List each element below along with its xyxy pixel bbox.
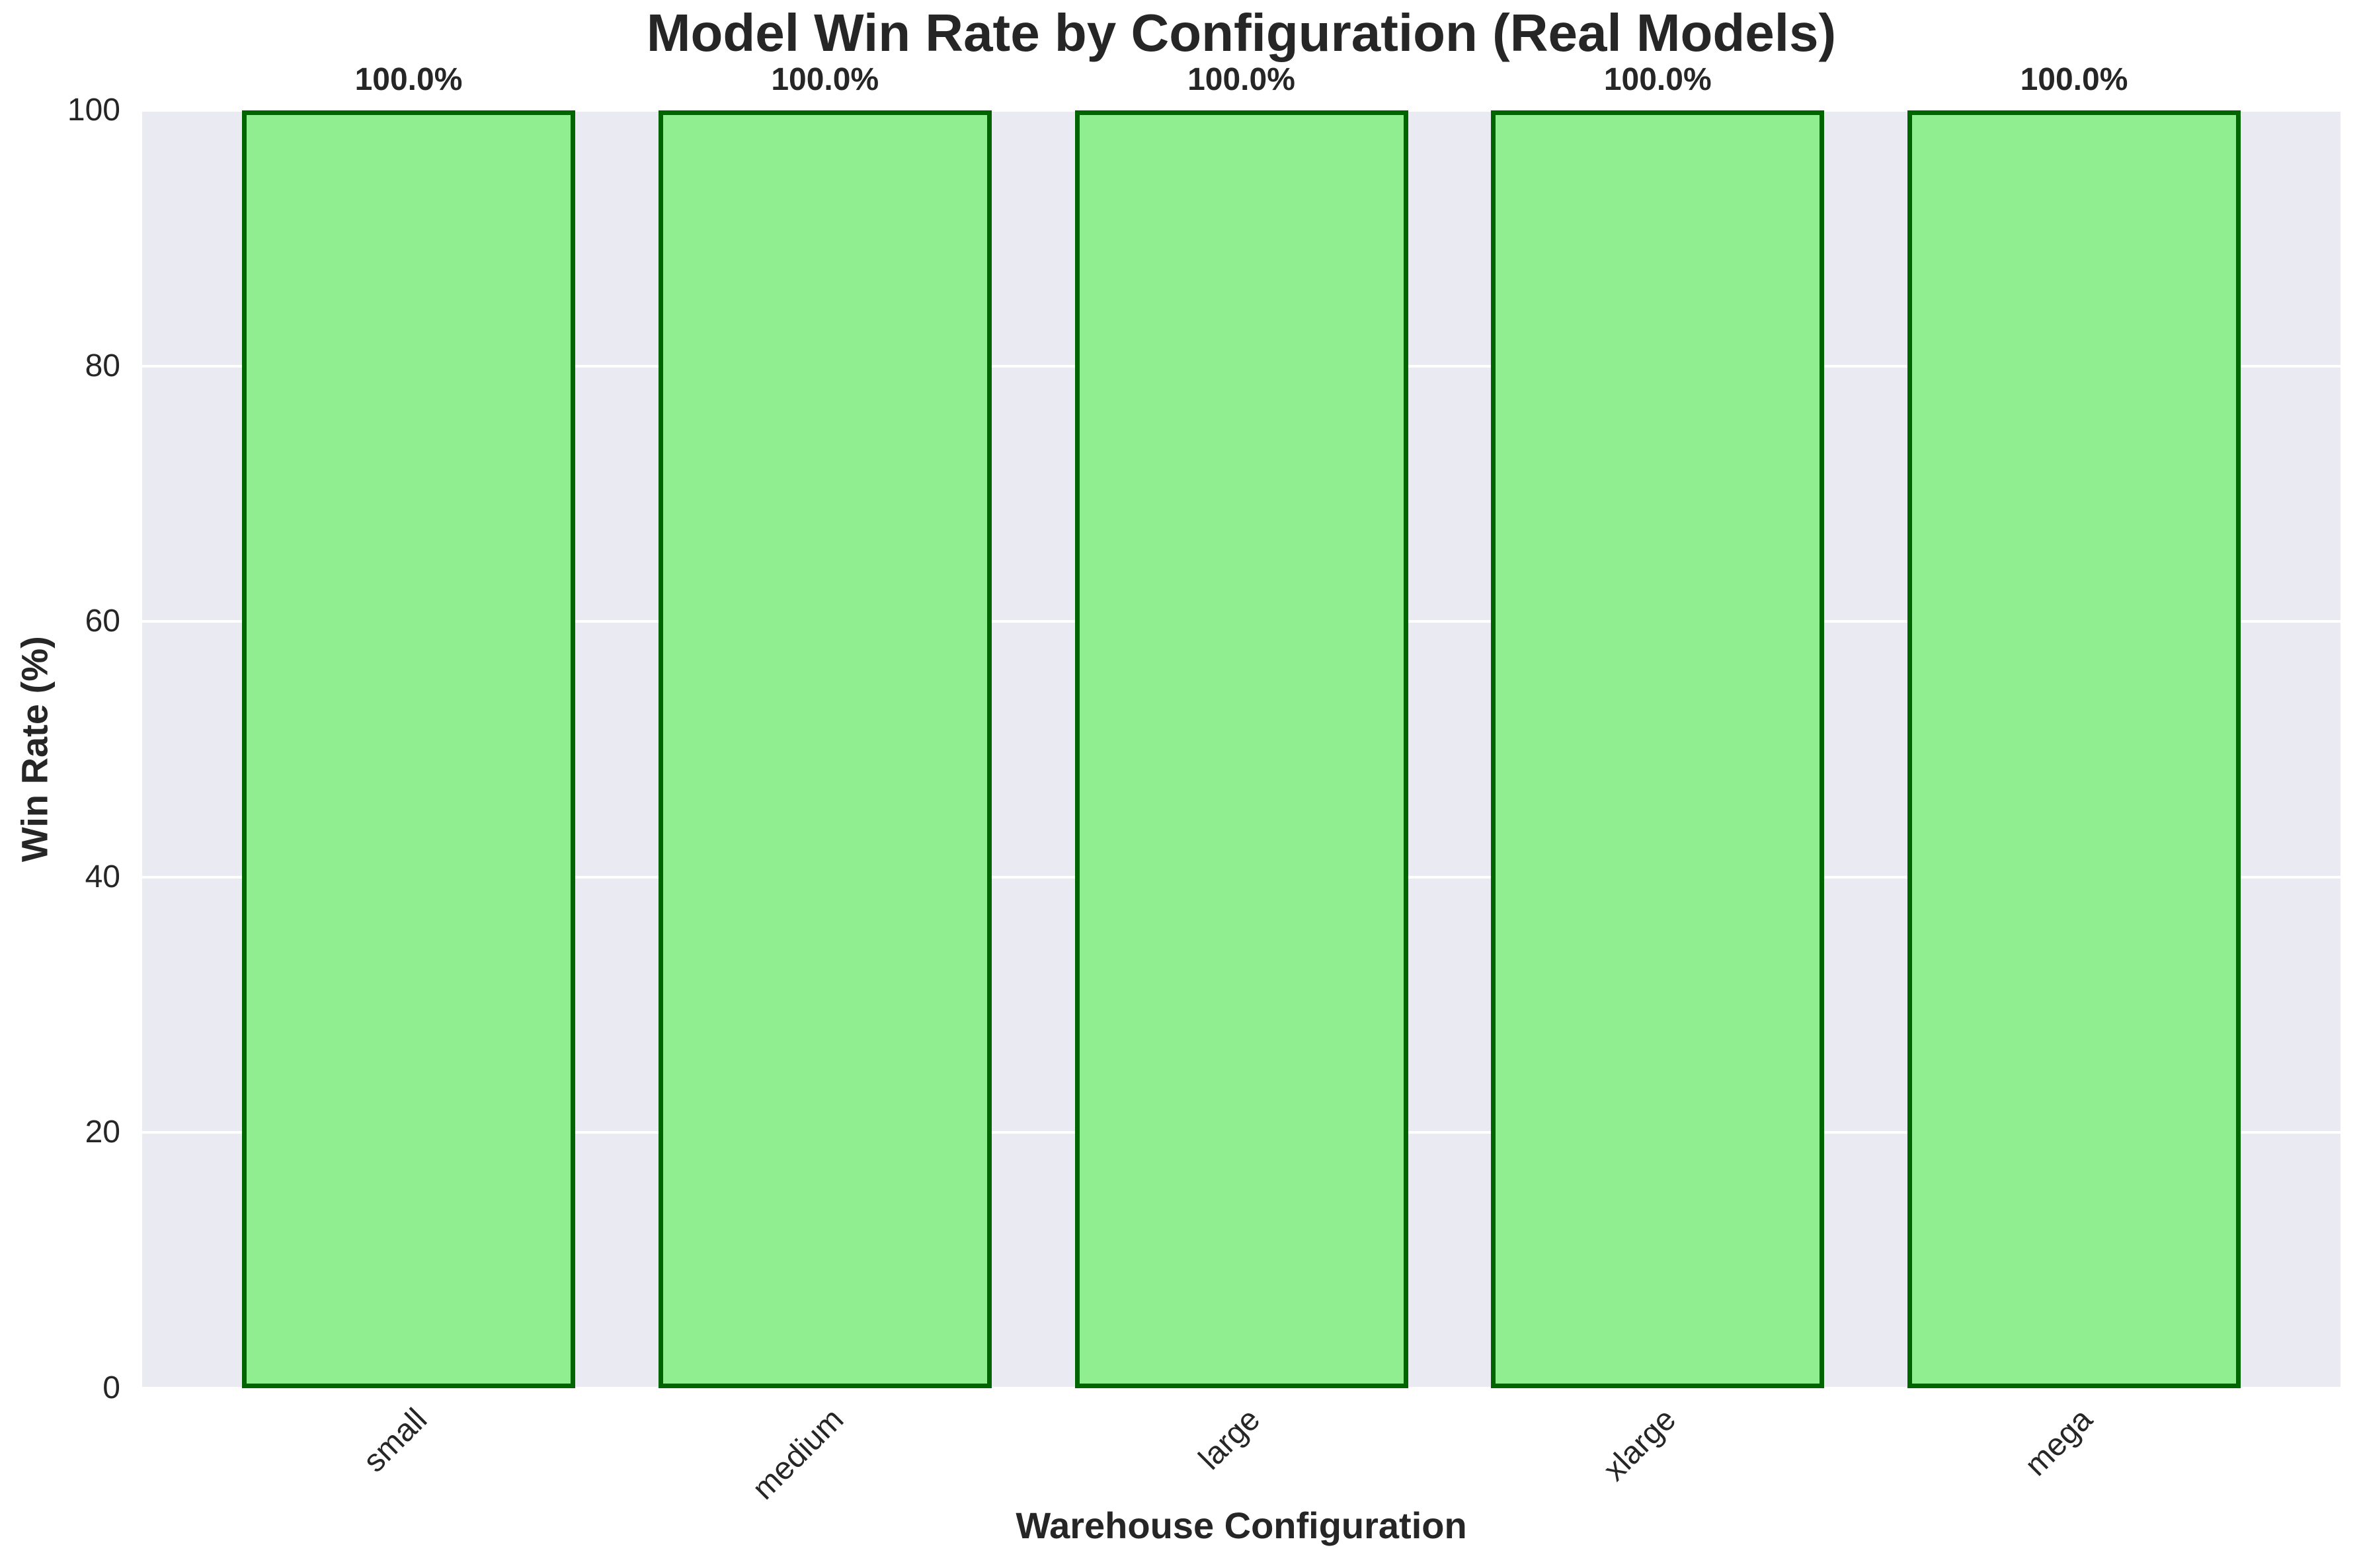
x-axis-label: Warehouse Configuration	[1016, 1505, 1467, 1546]
bar-medium	[658, 110, 992, 1388]
bar-xlarge	[1491, 110, 1825, 1388]
chart-title: Model Win Rate by Configuration (Real Mo…	[646, 3, 1837, 62]
plot-area	[142, 109, 2341, 1390]
y-tick-label-80: 80	[85, 348, 120, 383]
bar-large	[1074, 110, 1408, 1388]
value-label-medium: 100.0%	[771, 62, 879, 97]
y-tick-label-60: 60	[85, 604, 120, 639]
value-label-mega: 100.0%	[2020, 62, 2128, 97]
bar-value-labels: 100.0% 100.0% 100.0% 100.0% 100.0%	[142, 63, 2341, 97]
gridline	[142, 1387, 2341, 1390]
y-axis-label: Win Rate (%)	[13, 636, 56, 863]
value-label-small: 100.0%	[354, 62, 463, 97]
bar-mega	[1907, 110, 2241, 1388]
bars	[142, 110, 2341, 1388]
y-tick-label-0: 0	[102, 1370, 120, 1405]
y-tick-label-40: 40	[85, 859, 120, 894]
y-tick-label-20: 20	[85, 1115, 120, 1150]
value-label-xlarge: 100.0%	[1603, 62, 1712, 97]
bar-small	[242, 110, 575, 1388]
value-label-large: 100.0%	[1187, 62, 1295, 97]
y-tick-label-100: 100	[67, 93, 120, 128]
